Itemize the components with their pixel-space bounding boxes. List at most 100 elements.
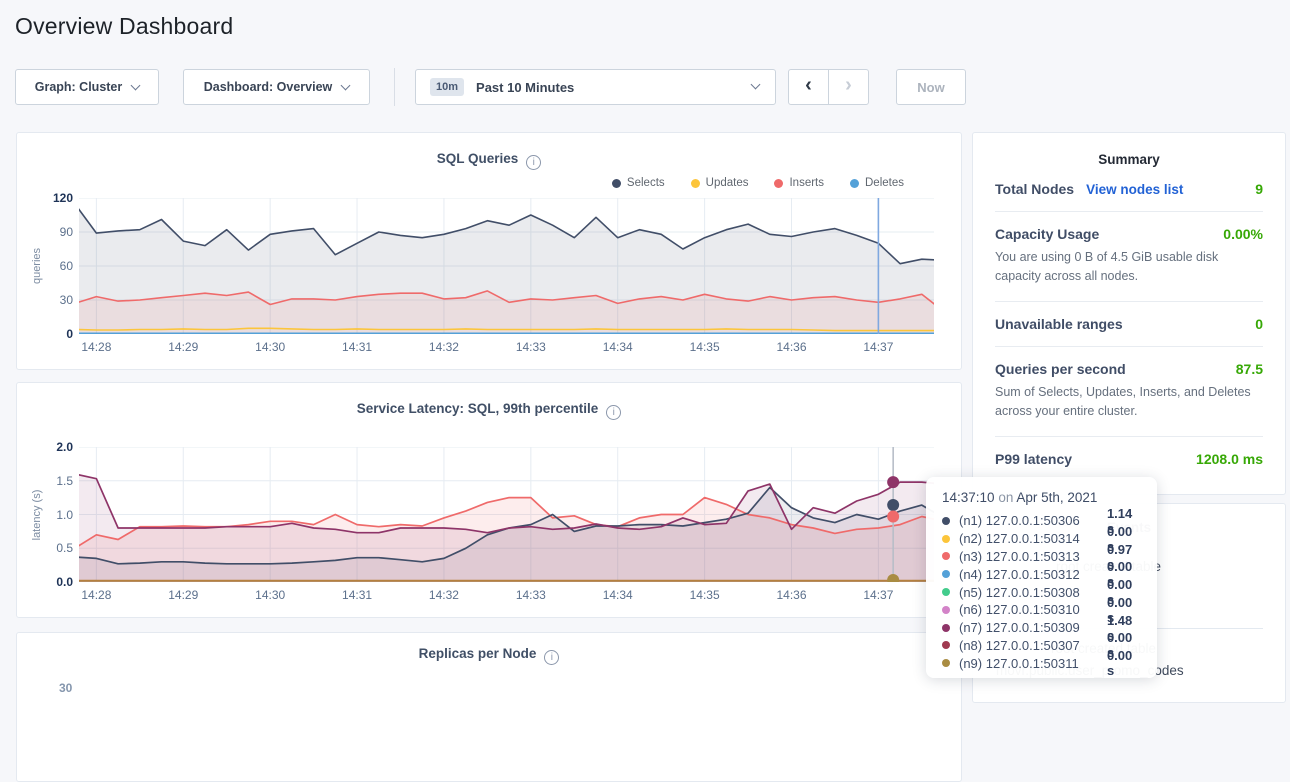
summary-value: 0 [1255,315,1263,332]
tooltip-value: 1.14 s [1106,505,1133,536]
info-icon[interactable]: i [544,650,560,665]
x-axis-tick: 14:29 [168,588,199,602]
replicas-per-node-chart-card: Replicas per Node i 30 [16,632,962,782]
chart-plot[interactable] [79,447,934,582]
legend-label: Selects [626,177,665,189]
tooltip-value: 0.00 s [1106,648,1133,679]
toolbar-divider [394,68,395,106]
graph-dropdown-label: Graph: Cluster [34,80,123,94]
tooltip-rows: (n1) 127.0.0.1:50306 1.14 s (n2) 127.0.0.1… [942,506,1141,678]
node-color-dot [942,623,950,632]
x-axis-tick: 14:35 [689,588,720,602]
sql-queries-chart-card: SQL Queries i Selects Updates Inserts Delete… [16,132,962,370]
tooltip-row: (n3) 127.0.0.1:50313 0.97 s [942,542,1141,572]
summary-row: Queries per second 87.5 [995,361,1263,377]
summary-divider [995,345,1263,347]
time-range-picker[interactable]: 10m Past 10 Minutes [415,69,776,105]
tooltip-date: Apr 5th, 2021 [1016,490,1098,505]
tooltip-node: (n4) 127.0.0.1:50312 [959,566,1080,582]
node-color-dot [942,534,950,543]
y-axis-tick: 0 [66,327,73,341]
tooltip-value: 0.00 s [1106,594,1133,625]
summary-label: Unavailable ranges [995,315,1123,332]
chevron-down-icon [750,79,761,90]
tooltip-node: (n6) 127.0.0.1:50310 [959,602,1080,618]
summary-label: Queries per second [995,360,1126,377]
prev-time-button[interactable]: ‹ [788,69,829,105]
graph-dropdown-button[interactable]: Graph: Cluster [15,69,159,105]
summary-row: P99 latency 1208.0 ms [995,451,1263,467]
chevron-right-icon: › [845,74,852,96]
summary-card: Summary Total Nodes View nodes list 9 Capac… [972,132,1286,495]
tooltip-row: (n1) 127.0.0.1:50306 1.14 s [942,506,1141,536]
y-axis-tick: 1.5 [56,473,73,488]
y-axis-tick: 90 [59,225,73,239]
y-axis-tick: 2.0 [56,440,73,454]
chevron-down-icon [340,80,351,90]
tooltip-timestamp: 14:37:10 on Apr 5th, 2021 [942,490,1141,505]
x-axis-tick: 14:29 [168,340,199,354]
summary-divider [995,435,1263,437]
tooltip-value: 0.00 s [1106,630,1133,661]
x-axis-tick: 14:32 [428,340,459,354]
chart-title: SQL Queries [436,151,519,166]
legend-label: Deletes [865,177,904,189]
legend-dot [690,178,700,188]
tooltip-value: 0.00 s [1106,523,1133,554]
time-range-badge: 10m [430,78,465,96]
page-title: Overview Dashboard [15,13,234,39]
next-time-button[interactable]: › [828,69,869,105]
legend-dot [850,178,859,188]
legend-dot [611,178,621,188]
summary-label: Total Nodes [995,181,1075,197]
x-axis-tick: 14:34 [602,588,633,602]
summary-value: 87.5 [1235,360,1263,377]
chart-title: Replicas per Node [418,646,537,661]
dashboard-dropdown-button[interactable]: Dashboard: Overview [183,69,370,105]
summary-row: Capacity Usage 0.00% [995,226,1263,242]
tooltip-node: (n3) 127.0.0.1:50313 [959,548,1080,564]
summary-body: Total Nodes View nodes list 9 Capacity Usag… [973,181,1285,467]
legend-item: Updates [690,177,748,189]
y-axis-tick: 0.0 [56,575,73,589]
chart-header: Replicas per Node i [17,645,961,665]
chart-title: Service Latency: SQL, 99th percentile [356,401,599,416]
legend-item: Inserts [774,177,824,189]
summary-divider [995,300,1263,302]
node-color-dot [942,552,950,561]
node-color-dot [942,516,950,525]
view-nodes-link[interactable]: View nodes list [1086,182,1184,197]
tooltip-row: (n4) 127.0.0.1:50312 0.00 s [942,559,1141,589]
info-icon[interactable]: i [526,155,542,170]
x-axis-tick: 14:33 [515,340,546,354]
x-axis-tick: 14:30 [255,588,286,602]
x-axis-tick: 14:37 [863,340,894,354]
info-icon[interactable]: i [606,405,622,420]
x-axis-tick: 14:35 [689,340,720,354]
tooltip-value: 1.48 s [1106,612,1133,643]
chart-plot[interactable] [79,198,934,334]
y-axis-tick: 0.5 [56,541,73,556]
tooltip-value: 0.00 s [1106,577,1133,608]
tooltip-connector: on [998,490,1014,505]
time-range-label: Past 10 Minutes [476,79,575,95]
tooltip-row: (n9) 127.0.0.1:50311 0.00 s [942,648,1141,678]
chevron-left-icon: ‹ [805,74,812,96]
legend-dot [774,178,784,188]
hover-tooltip: 14:37:10 on Apr 5th, 2021 (n1) 127.0.0.1… [926,477,1157,678]
node-color-dot [942,570,950,579]
y-axis-tick: 60 [59,259,73,273]
tooltip-value: 0.00 s [1106,559,1133,590]
legend-label: Inserts [789,177,824,189]
now-button[interactable]: Now [896,69,966,105]
y-axis-tick: 30 [59,293,73,307]
tooltip-row: (n5) 127.0.0.1:50308 0.00 s [942,577,1141,607]
legend-item: Deletes [850,177,904,189]
tooltip-node: (n7) 127.0.0.1:50309 [959,620,1080,636]
summary-divider [995,211,1263,212]
summary-row: Unavailable ranges 0 [995,316,1263,332]
y-axis-label: latency (s) [31,489,43,540]
summary-label: Capacity Usage [995,226,1100,242]
tooltip-row: (n2) 127.0.0.1:50314 0.00 s [942,524,1141,554]
service-latency-chart-card: Service Latency: SQL, 99th percentile i 2… [16,382,962,618]
